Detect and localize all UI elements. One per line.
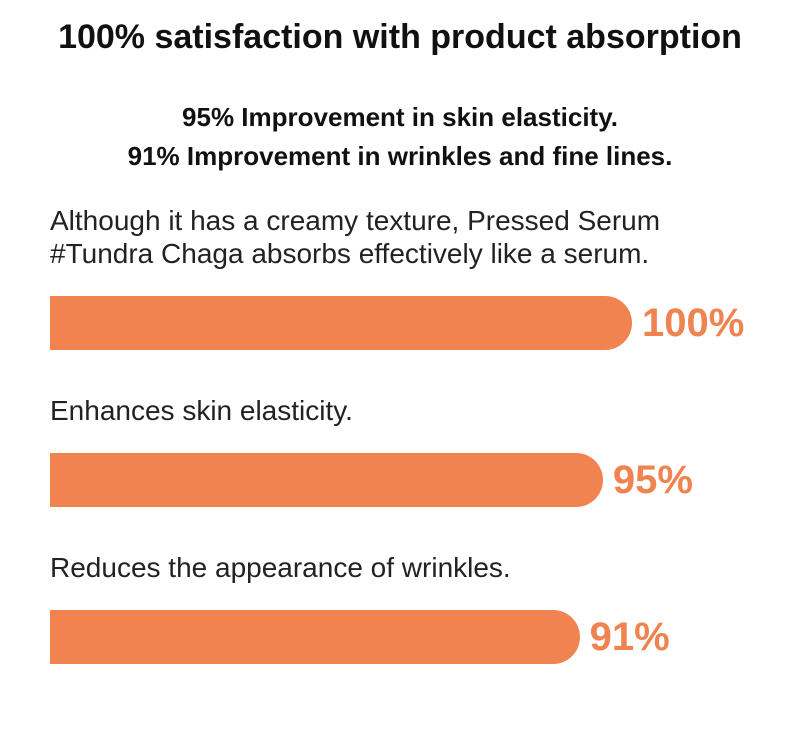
category-label: Reduces the appearance of wrinkles.	[50, 552, 511, 583]
bar	[50, 296, 632, 350]
category-label: Enhances skin elasticity.	[50, 395, 353, 426]
value-label: 100%	[642, 301, 745, 345]
bar	[50, 610, 580, 664]
title: 100% satisfaction with product absorptio…	[58, 18, 742, 56]
value-label: 95%	[612, 458, 693, 502]
subtitle: 91% Improvement in wrinkles and fine lin…	[127, 141, 673, 171]
category-label: Although it has a creamy texture, Presse…	[50, 205, 661, 269]
value-label: 91%	[589, 615, 670, 659]
subtitle: 95% Improvement in skin elasticity.	[182, 102, 618, 132]
bar	[50, 453, 603, 507]
